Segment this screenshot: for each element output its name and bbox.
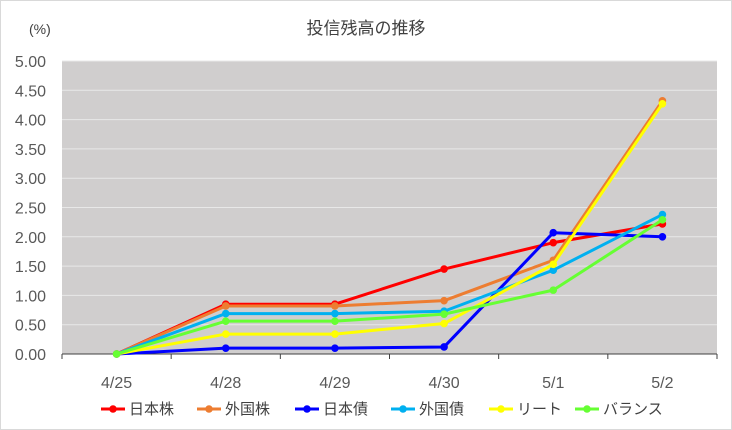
y-tick-label: 2.00 — [15, 230, 46, 247]
y-tick-label: 5.00 — [15, 54, 46, 71]
data-point — [221, 309, 230, 318]
y-tick-label: 1.00 — [15, 288, 46, 305]
data-point — [549, 238, 558, 247]
y-tick-label: 2.50 — [15, 201, 46, 218]
data-point — [440, 265, 448, 273]
data-point — [331, 317, 339, 325]
data-point — [440, 343, 448, 351]
data-point — [549, 286, 558, 294]
y-tick-label: 0.00 — [15, 347, 46, 364]
data-point — [221, 344, 230, 352]
data-point — [549, 228, 558, 237]
y-axis: 0.00 0.50 1.00 1.50 2.00 2.50 3.00 3.50 4.00 4.50… — [15, 54, 46, 364]
legend-item: 外国債 — [391, 401, 464, 418]
data-point — [331, 344, 339, 352]
legend-label: リート — [517, 401, 562, 418]
legend-marker — [583, 405, 591, 413]
series-line — [115, 213, 664, 356]
data-point — [658, 99, 667, 108]
series-line — [115, 231, 664, 356]
legend: 日本株 外国株 日本債 外国債 リート バランス — [101, 401, 663, 418]
x-tick-label: 4/30 — [429, 375, 460, 392]
y-tick-label: 4.00 — [15, 113, 46, 130]
legend-marker — [497, 405, 505, 413]
data-point — [549, 260, 558, 269]
x-tick-label: 5/2 — [651, 375, 673, 392]
data-point — [221, 317, 230, 325]
legend-label: 外国債 — [419, 401, 464, 418]
legend-marker — [205, 405, 213, 413]
legend-marker — [109, 405, 117, 413]
legend-label: 日本株 — [129, 401, 174, 418]
series-line — [115, 218, 664, 356]
y-tick-label: 3.50 — [15, 142, 46, 159]
data-point — [549, 266, 558, 275]
x-tick-label: 4/28 — [210, 375, 241, 392]
chart-title: 投信残高の推移 — [307, 19, 426, 38]
x-tick-label: 4/29 — [319, 375, 350, 392]
legend-marker — [303, 405, 311, 413]
y-axis-unit-label: (%) — [29, 21, 51, 37]
legend-label: 外国株 — [225, 401, 270, 418]
x-tick-label: 4/25 — [101, 375, 132, 392]
series-6 — [112, 216, 667, 358]
legend-item: 日本債 — [295, 401, 368, 418]
legend-label: バランス — [603, 401, 663, 418]
data-point — [658, 216, 667, 224]
data-point — [440, 296, 448, 305]
legend-item: バランス — [575, 401, 663, 418]
data-point — [112, 350, 121, 358]
legend-item: 日本株 — [101, 401, 174, 418]
data-point — [221, 330, 230, 338]
data-point — [440, 310, 448, 318]
series-line — [115, 102, 664, 356]
data-point — [658, 233, 667, 241]
legend-item: リート — [489, 401, 562, 418]
series-layer — [112, 97, 667, 358]
legend-item: 外国株 — [197, 401, 270, 418]
data-point — [658, 210, 667, 219]
series-5 — [112, 99, 667, 358]
y-tick-label: 3.00 — [15, 171, 46, 188]
gridlines — [62, 60, 717, 326]
y-tick-label: 4.50 — [15, 83, 46, 100]
y-tick-label: 0.50 — [15, 318, 46, 335]
y-tick-label: 1.50 — [15, 259, 46, 276]
data-point — [440, 319, 448, 328]
data-point — [331, 309, 339, 318]
legend-label: 日本債 — [323, 401, 368, 418]
data-point — [331, 330, 339, 338]
x-tick-label: 5/1 — [542, 375, 564, 392]
x-axis: 4/25 4/28 4/29 4/30 5/1 5/2 — [61, 353, 718, 392]
data-point — [331, 302, 339, 310]
legend-marker — [399, 405, 407, 413]
data-point — [221, 302, 230, 310]
